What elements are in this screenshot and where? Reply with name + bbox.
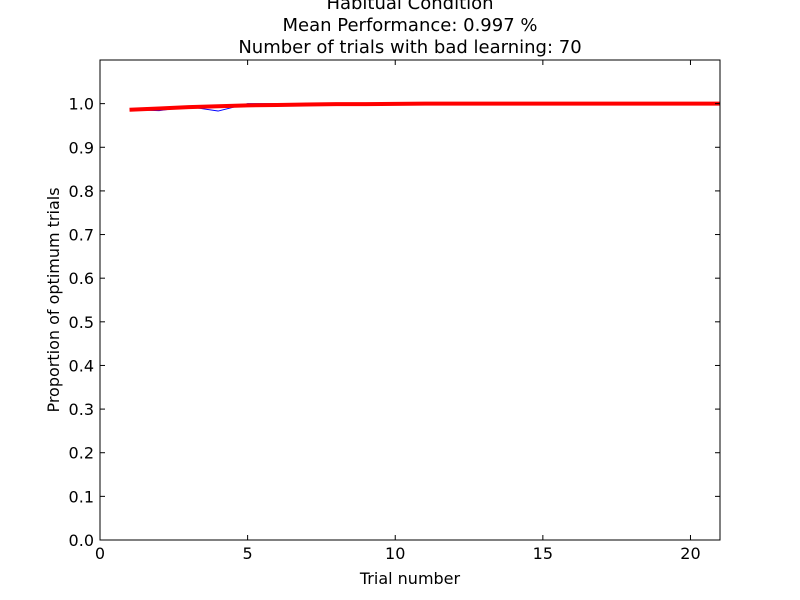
y-tick-label: 0.9 [69,138,94,157]
ticks-layer: 0 5 10 15 20 0.0 0.1 0.2 0.3 0.4 0.5 0.6 0.7 0.8 0.9 1.… [69,60,720,563]
y-axis-label: Proportion of optimum trials [44,187,63,412]
series-line-2 [129,101,720,112]
x-axis-label: Trial number [359,569,461,588]
y-tick-label: 1.0 [69,95,94,114]
y-tick-label: 0.6 [69,269,94,288]
x-tick-label: 20 [680,544,700,563]
y-tick-label: 0.3 [69,400,94,419]
y-tick-label: 0.1 [69,487,94,506]
series-layer [129,101,720,112]
title-line-2: Mean Performance: 0.997 % [283,15,538,36]
x-tick-label: 10 [385,544,405,563]
y-tick-label: 0.7 [69,226,94,245]
y-tick-label: 0.2 [69,444,94,463]
chart-title: Habitual Condition Mean Performance: 0.9… [238,0,581,58]
y-tick-label: 0.0 [69,531,94,550]
y-tick-label: 0.5 [69,313,94,332]
y-tick-label: 0.4 [69,356,94,375]
x-tick-label: 0 [95,544,105,563]
plot-frame [99,59,721,541]
title-line-3: Number of trials with bad learning: 70 [238,37,581,58]
y-tick-label: 0.8 [69,182,94,201]
title-line-1: Habitual Condition [326,0,493,14]
x-tick-label: 15 [533,544,553,563]
x-tick-label: 5 [243,544,253,563]
